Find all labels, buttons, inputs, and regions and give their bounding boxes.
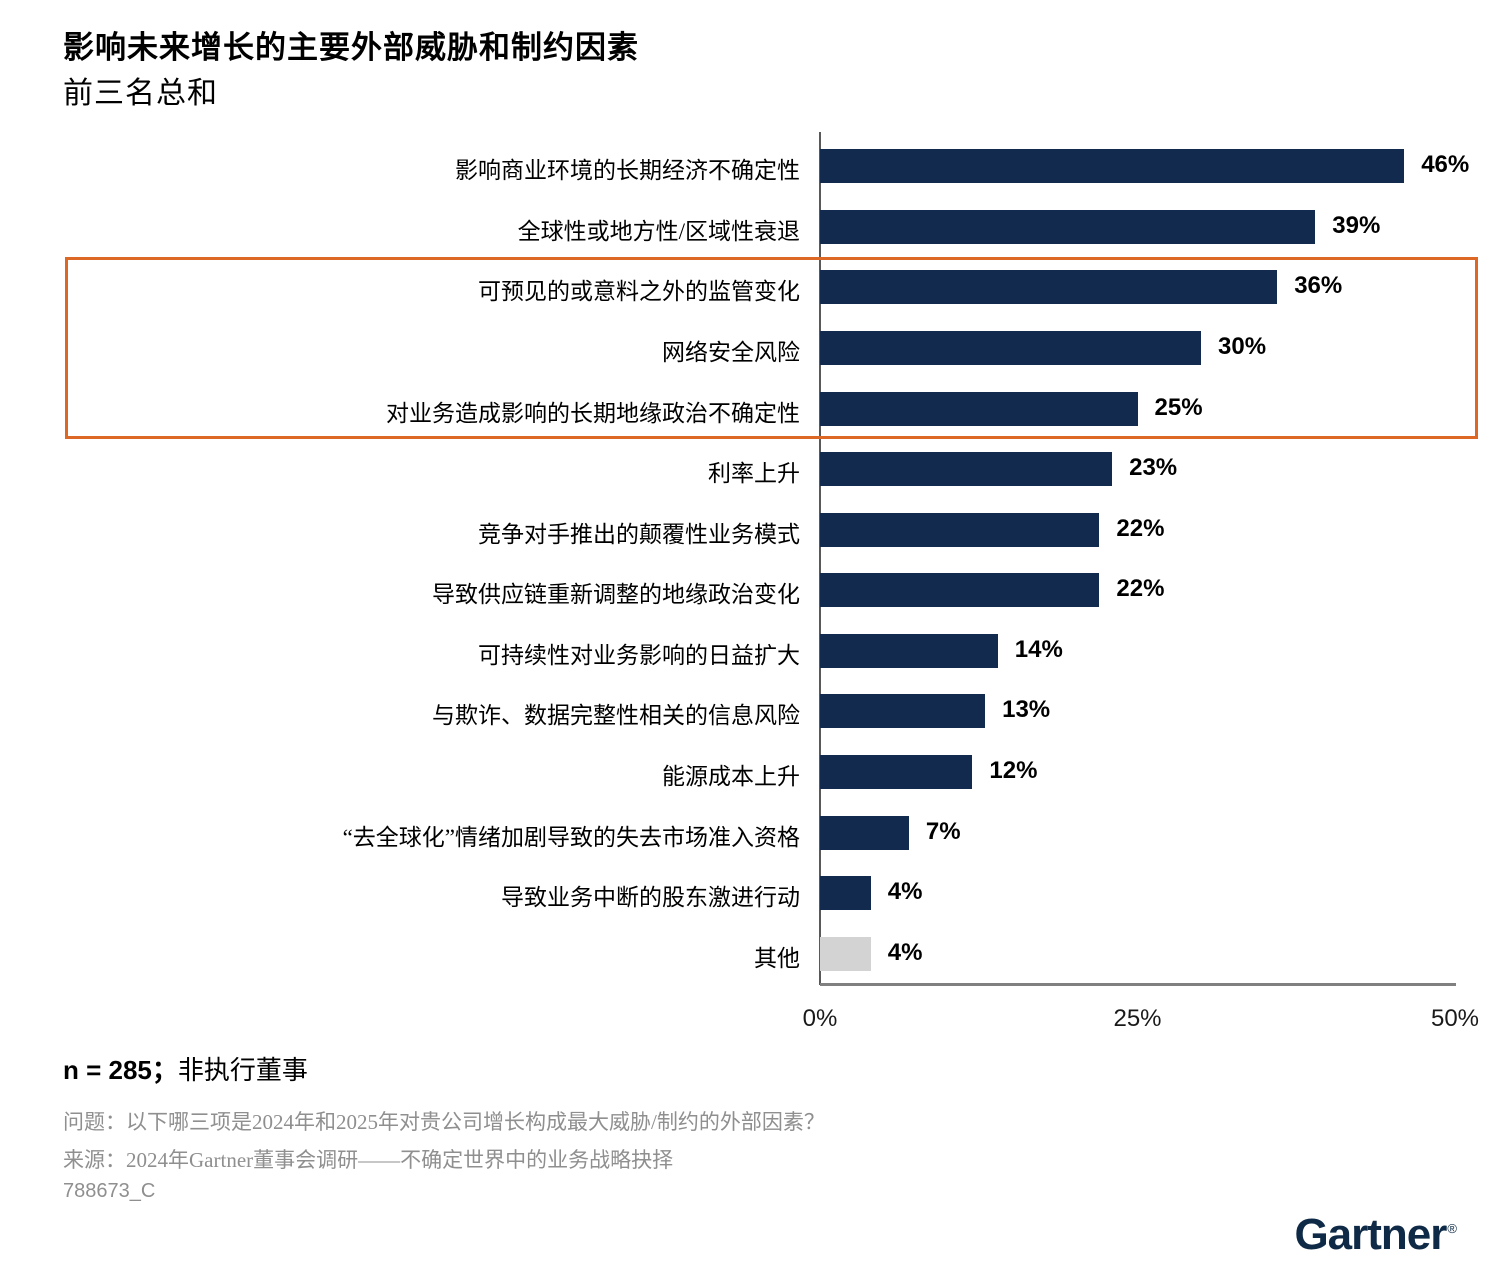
x-tick-label: 0%: [802, 1005, 838, 1032]
bar-value-label: 7%: [925, 817, 961, 845]
bar-value-label: 4%: [887, 938, 923, 966]
bar: [820, 936, 871, 971]
chart-row: 对业务造成影响的长期地缘政治不确定性 25%: [0, 378, 1494, 439]
bar-label: 其他: [754, 945, 800, 971]
chart-subtitle: 前三名总和: [63, 77, 218, 110]
bar-chart: 影响商业环境的长期经济不确定性 46% 全球性或地方性/区域性衰退 39% 可预见的或意…: [0, 132, 1494, 1032]
registered-mark: ®: [1447, 1221, 1457, 1237]
bar-label: 导致业务中断的股东激进行动: [501, 885, 800, 911]
bar: [820, 330, 1201, 365]
bar-label: 利率上升: [708, 461, 800, 487]
bar-value-label: 36%: [1294, 272, 1343, 300]
chart-title: 影响未来增长的主要外部威胁和制约因素: [63, 30, 639, 65]
bar-label: 网络安全风险: [662, 339, 800, 365]
chart-row: 全球性或地方性/区域性衰退 39%: [0, 197, 1494, 258]
bar-label: 导致供应链重新调整的地缘政治变化: [432, 582, 800, 608]
sample-size-note: n = 285；非执行董事: [63, 1050, 308, 1087]
bar-value-label: 12%: [989, 756, 1038, 784]
bar-value-label: 13%: [1002, 696, 1051, 724]
gartner-logo: Gartner®: [1294, 1210, 1457, 1260]
y-axis-line: [819, 132, 821, 985]
bar-label: 竞争对手推出的颠覆性业务模式: [478, 521, 800, 547]
highlight-box: [65, 257, 1478, 439]
bar-label: “去全球化”情绪加剧导致的失去市场准入资格: [342, 824, 800, 850]
bar-label: 可持续性对业务影响的日益扩大: [478, 642, 800, 668]
bar: [820, 633, 998, 668]
bar-value-label: 14%: [1014, 635, 1063, 663]
x-axis-line: [820, 983, 1456, 986]
chart-row: 导致供应链重新调整的地缘政治变化 22%: [0, 560, 1494, 621]
bar: [820, 270, 1278, 305]
bar-value-label: 4%: [887, 878, 923, 906]
bar-label: 对业务造成影响的长期地缘政治不确定性: [386, 400, 800, 426]
bar-label: 全球性或地方性/区域性衰退: [517, 218, 800, 244]
chart-row: “去全球化”情绪加剧导致的失去市场准入资格 7%: [0, 802, 1494, 863]
x-tick-label: 50%: [1430, 1005, 1480, 1032]
bar: [820, 149, 1405, 184]
chart-row: 网络安全风险 30%: [0, 318, 1494, 379]
chart-row: 利率上升 23%: [0, 439, 1494, 500]
document-id: 788673_C: [63, 1180, 156, 1202]
chart-row: 竞争对手推出的颠覆性业务模式 22%: [0, 499, 1494, 560]
chart-row: 与欺诈、数据完整性相关的信息风险 13%: [0, 681, 1494, 742]
bar-value-label: 22%: [1116, 514, 1165, 542]
bar-value-label: 25%: [1154, 393, 1203, 421]
bar-label: 能源成本上升: [662, 763, 800, 789]
bar: [820, 754, 973, 789]
bar-value-label: 39%: [1332, 211, 1381, 239]
bar: [820, 815, 909, 850]
bar: [820, 694, 986, 729]
source-footnote: 来源：2024年Gartner董事会调研——不确定世界中的业务战略抉择: [63, 1148, 674, 1172]
question-footnote: 问题：以下哪三项是2024年和2025年对贵公司增长构成最大威胁/制约的外部因素…: [63, 1110, 825, 1134]
bar: [820, 573, 1100, 608]
chart-row: 其他 4%: [0, 923, 1494, 984]
chart-row: 能源成本上升 12%: [0, 742, 1494, 803]
bar: [820, 452, 1113, 487]
bar-value-label: 46%: [1421, 151, 1470, 179]
bar: [820, 876, 871, 911]
gartner-logo-text: Gartner: [1294, 1210, 1447, 1259]
x-tick-label: 25%: [1113, 1005, 1162, 1032]
bar: [820, 209, 1316, 244]
chart-row: 可预见的或意料之外的监管变化 36%: [0, 257, 1494, 318]
bar-label: 影响商业环境的长期经济不确定性: [455, 158, 800, 184]
sample-desc: 非执行董事: [177, 1056, 308, 1085]
chart-row: 可持续性对业务影响的日益扩大 14%: [0, 621, 1494, 682]
bar-label: 可预见的或意料之外的监管变化: [478, 279, 800, 305]
chart-row: 导致业务中断的股东激进行动 4%: [0, 863, 1494, 924]
bar: [820, 512, 1100, 547]
sample-n: n = 285；: [63, 1055, 178, 1085]
bar-value-label: 30%: [1218, 332, 1267, 360]
bar-value-label: 22%: [1116, 575, 1165, 603]
bar-label: 与欺诈、数据完整性相关的信息风险: [432, 703, 800, 729]
bar-value-label: 23%: [1129, 454, 1178, 482]
chart-row: 影响商业环境的长期经济不确定性 46%: [0, 136, 1494, 197]
bar: [820, 391, 1138, 426]
